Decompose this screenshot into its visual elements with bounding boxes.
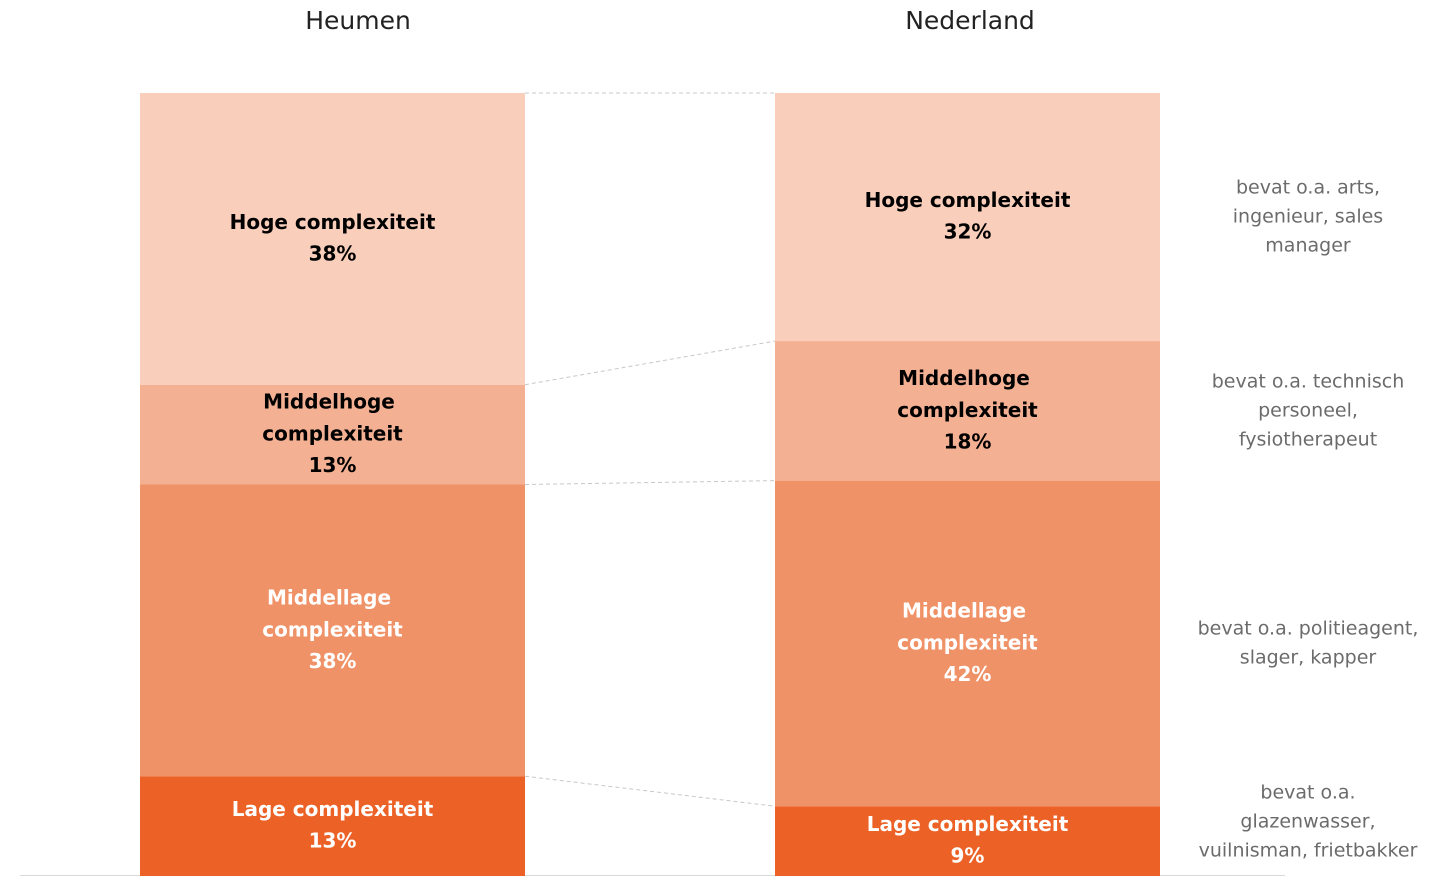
bar-segment — [775, 341, 1160, 481]
segment-name: Hoge complexiteit — [865, 188, 1071, 212]
segment-name-line: Hoge complexiteit — [230, 209, 436, 233]
value-label: 9% — [951, 844, 985, 868]
segment-name-line: Middelhoge — [898, 365, 1037, 389]
connector — [524, 340, 776, 386]
connector — [524, 775, 776, 807]
value-label: 38% — [309, 649, 357, 673]
value-label: 42% — [944, 662, 992, 686]
annotation: glazenwasser, — [1240, 811, 1375, 833]
category-label: Heumen — [305, 6, 411, 35]
value-label: 32% — [944, 220, 992, 244]
annotation: bevat o.a. arts, — [1236, 177, 1380, 199]
bar-segment — [775, 93, 1160, 342]
segment-name: Hoge complexiteit — [230, 209, 436, 233]
segment-name-line: complexiteit — [897, 630, 1038, 654]
segment-name: Middelhoge complexiteit — [262, 389, 403, 445]
segment-name-line: Middellage — [267, 585, 398, 609]
value-label: 13% — [309, 829, 357, 853]
bar-segment — [775, 480, 1160, 807]
annotation: vuilnisman, frietbakker — [1199, 840, 1418, 862]
bar-segment — [140, 93, 525, 385]
value-label: 38% — [309, 241, 357, 265]
bar-segment — [140, 384, 525, 485]
segment-name: Middellage complexiteit — [897, 598, 1038, 654]
value-label: 18% — [944, 429, 992, 453]
segment-name-line: complexiteit — [262, 421, 403, 445]
segment-name: Middelhoge complexiteit — [897, 365, 1038, 421]
bar-segment — [140, 484, 525, 777]
annotation: bevat o.a. — [1260, 782, 1355, 804]
annotation: personeel, — [1258, 399, 1358, 421]
segment-name-line: Middelhoge — [263, 389, 402, 413]
segment-name-line: Hoge complexiteit — [865, 188, 1071, 212]
bar-segment — [775, 806, 1160, 876]
bar-segment — [140, 776, 525, 876]
segment-name: Lage complexiteit — [867, 812, 1069, 836]
annotation: bevat o.a. technisch — [1212, 370, 1405, 392]
annotation: bevat o.a. politieagent, — [1198, 617, 1419, 639]
segment-name-line: Lage complexiteit — [867, 812, 1069, 836]
segment-name-line: Lage complexiteit — [232, 797, 434, 821]
segment-name-line: complexiteit — [262, 617, 403, 641]
annotation: slager, kapper — [1240, 646, 1377, 668]
segment-name: Middellage complexiteit — [262, 585, 403, 641]
segment-name: Lage complexiteit — [232, 797, 434, 821]
category-label: Nederland — [905, 6, 1035, 35]
annotation: manager — [1265, 235, 1351, 257]
annotation: fysiotherapeut — [1239, 428, 1377, 450]
annotation: ingenieur, sales — [1233, 206, 1383, 228]
segment-name-line: Middellage — [902, 598, 1033, 622]
connector — [524, 480, 776, 485]
value-label: 13% — [309, 453, 357, 477]
segment-name-line: complexiteit — [897, 397, 1038, 421]
